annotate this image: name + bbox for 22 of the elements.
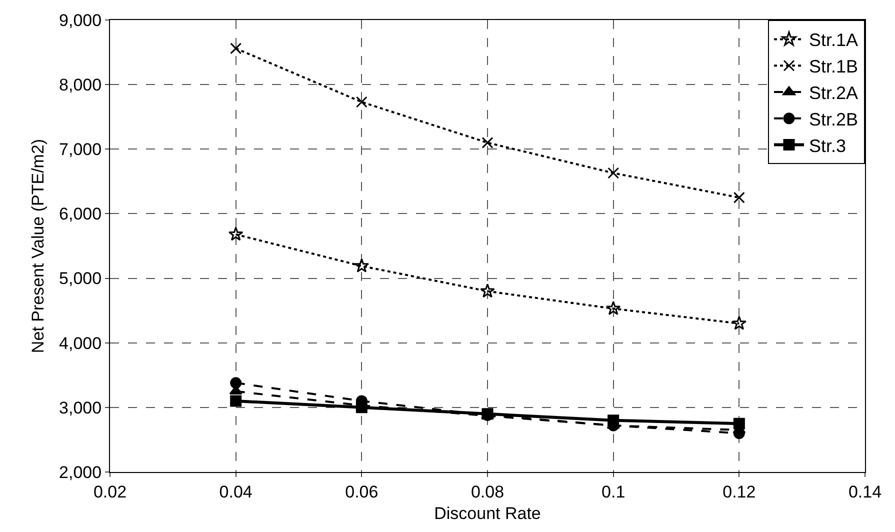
x-tick-label: 0.04 (219, 482, 252, 502)
x-tick-label: 0.06 (345, 482, 378, 502)
x-tick-label: 0.02 (93, 482, 127, 502)
legend-label: Str.1A (809, 30, 858, 50)
y-tick-label: 7,000 (59, 140, 102, 160)
y-tick-label: 2,000 (59, 462, 102, 482)
legend-label: Str.2A (809, 83, 858, 104)
x-tick-label: 0.14 (848, 482, 882, 502)
x-tick-label: 0.12 (722, 482, 756, 502)
y-tick-label: 5,000 (59, 269, 102, 288)
y-tick-label: 9,000 (59, 10, 102, 30)
legend-label: Str.2B (809, 109, 858, 130)
y-tick-label: 4,000 (59, 334, 102, 353)
y-axis-title: Net Present Value (PTE/m2) (28, 138, 48, 354)
y-tick-label: 6,000 (59, 204, 102, 224)
y-tick-label: 8,000 (59, 76, 102, 95)
y-tick-label: 3,000 (59, 398, 102, 418)
x-tick-label: 0.1 (602, 482, 626, 502)
legend-label: Str.1B (809, 56, 858, 77)
x-tick-label: 0.08 (470, 482, 504, 502)
x-axis-title: Discount Rate (434, 504, 541, 523)
legend-label: Str.3 (809, 136, 846, 156)
